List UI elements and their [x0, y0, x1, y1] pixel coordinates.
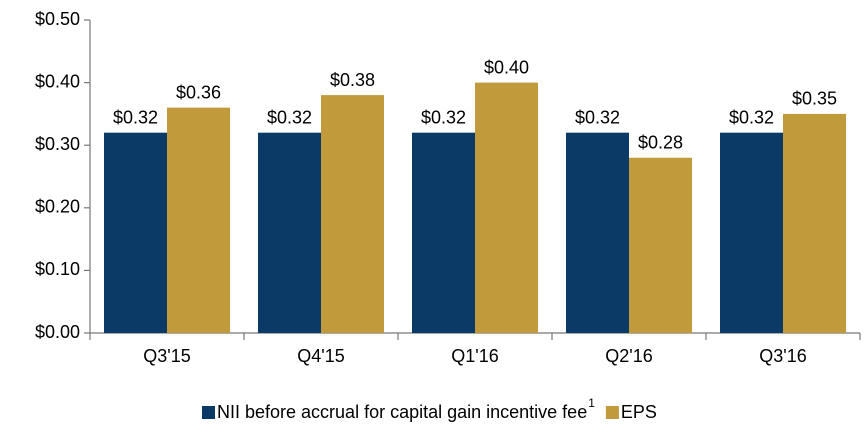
bar	[475, 82, 538, 333]
x-tick-label: Q2'16	[605, 346, 652, 366]
bar	[629, 157, 692, 333]
bar	[720, 132, 783, 333]
x-tick-label: Q3'15	[143, 346, 190, 366]
value-label: $0.36	[176, 82, 221, 102]
y-tick-label: $0.40	[35, 71, 80, 91]
x-tick-label: Q4'15	[297, 346, 344, 366]
bar	[167, 107, 230, 333]
y-tick-label: $0.50	[35, 9, 80, 29]
bar	[321, 95, 384, 334]
value-label: $0.32	[267, 107, 312, 127]
bar	[258, 132, 321, 333]
legend-label: EPS	[621, 402, 657, 422]
value-label: $0.38	[330, 70, 375, 90]
value-label: $0.32	[729, 107, 774, 127]
value-label: $0.32	[113, 107, 158, 127]
value-label: $0.32	[421, 107, 466, 127]
legend-label: NII before accrual for capital gain ince…	[217, 402, 587, 422]
y-tick-label: $0.20	[35, 197, 80, 217]
legend: NII before accrual for capital gain ince…	[202, 396, 657, 422]
value-label: $0.35	[792, 89, 837, 109]
bar	[783, 113, 846, 334]
value-label: $0.40	[484, 57, 529, 77]
x-tick-label: Q1'16	[451, 346, 498, 366]
y-tick-label: $0.00	[35, 322, 80, 342]
bar	[104, 132, 167, 333]
legend-swatch	[202, 406, 215, 419]
bar	[566, 132, 629, 333]
value-label: $0.32	[575, 107, 620, 127]
legend-swatch	[605, 406, 619, 419]
x-tick-label: Q3'16	[759, 346, 806, 366]
value-label: $0.28	[638, 132, 683, 152]
legend-footnote: 1	[588, 396, 595, 410]
y-tick-label: $0.10	[35, 259, 80, 279]
y-tick-label: $0.30	[35, 134, 80, 154]
bar	[412, 132, 475, 333]
